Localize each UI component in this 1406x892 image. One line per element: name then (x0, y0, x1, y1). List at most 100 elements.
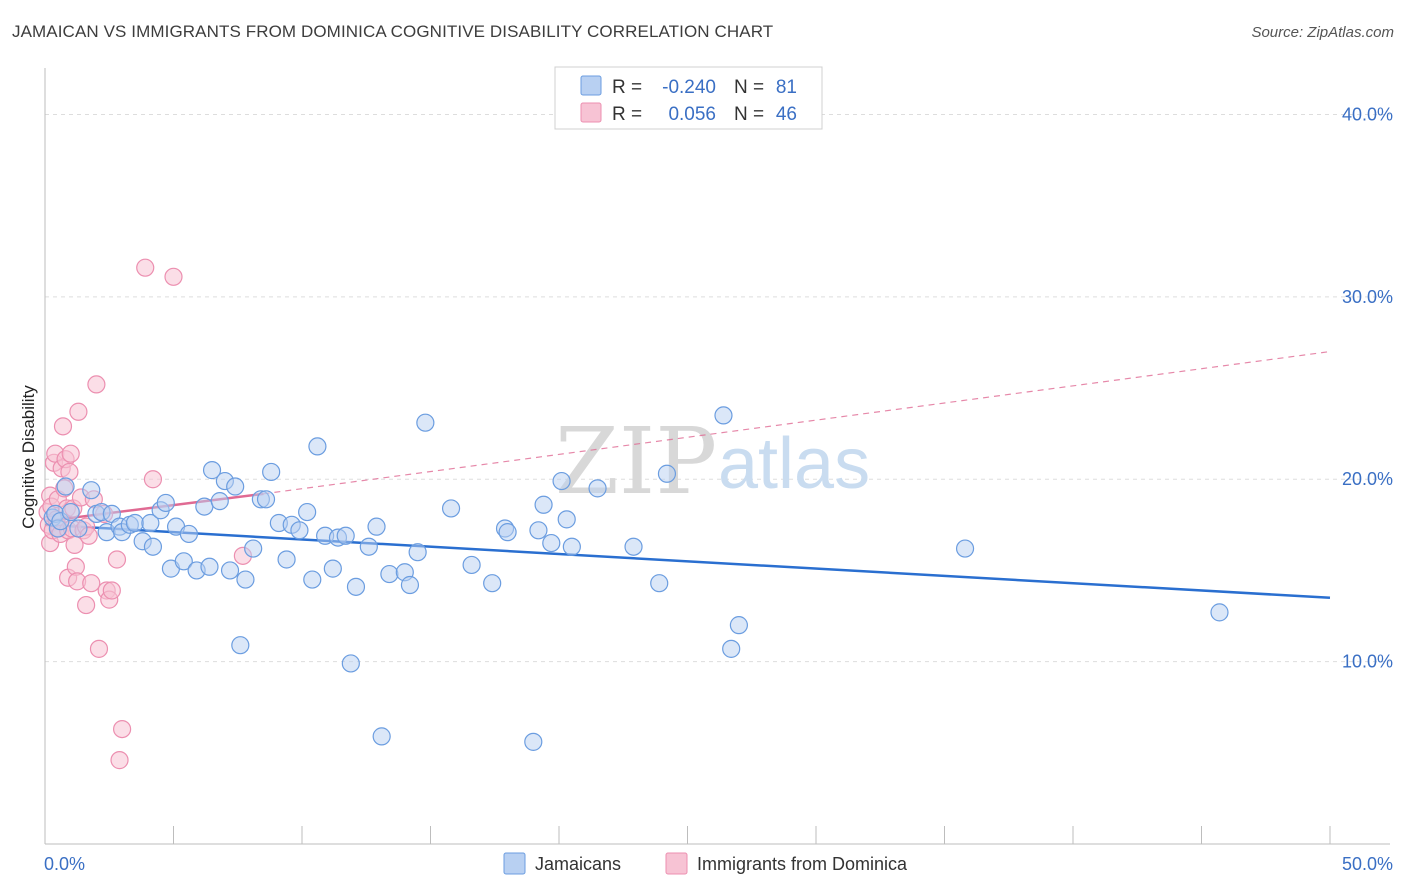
data-point-jamaicans (657, 464, 677, 483)
chart-title: JAMAICAN VS IMMIGRANTS FROM DOMINICA COG… (12, 22, 774, 41)
data-point-jamaicans (143, 537, 163, 556)
legend-swatch-dominica (580, 102, 602, 123)
data-point-jamaicans (308, 437, 327, 456)
data-point-jamaicans (262, 462, 281, 482)
data-point-jamaicans (462, 555, 481, 575)
legend-swatch-jamaicans (580, 75, 602, 96)
correlation-legend: R = -0.240 N = 81 R = 0.056 N = 46 (554, 66, 823, 130)
source-label: Source: ZipAtlas.com (1251, 24, 1394, 41)
data-point-jamaicans (624, 537, 643, 556)
watermark: ZIP atlas (555, 408, 870, 515)
data-point-jamaicans (323, 559, 342, 578)
data-point-dominica (112, 719, 132, 739)
data-point-jamaicans (562, 537, 581, 556)
data-point-jamaicans (341, 654, 360, 673)
axes (44, 68, 1390, 845)
data-point-jamaicans (202, 461, 222, 480)
y-tick-label: 10.0% (1342, 652, 1393, 672)
data-point-jamaicans (498, 523, 517, 542)
data-point-jamaicans (729, 616, 749, 635)
legend-r-label-2: R = (612, 104, 642, 125)
data-point-jamaicans (714, 406, 733, 425)
data-point-dominica (110, 751, 129, 770)
watermark-zip: ZIP (555, 408, 717, 515)
data-point-jamaicans (69, 519, 88, 538)
data-point-jamaicans (82, 481, 101, 500)
y-axis-label: Cognitive Disability (19, 385, 38, 529)
data-point-jamaicans (359, 537, 378, 556)
data-point-dominica (136, 258, 155, 277)
x-tick-label: 0.0% (44, 854, 85, 874)
data-point-dominica (53, 417, 73, 436)
data-point-dominica (61, 444, 80, 463)
data-point-dominica (69, 402, 88, 421)
data-point-jamaicans (650, 574, 669, 593)
series-legend: Jamaicans Immigrants from Dominica (503, 852, 908, 875)
data-point-jamaicans (552, 471, 571, 491)
data-point-jamaicans (588, 479, 607, 498)
data-point-jamaicans (346, 577, 366, 596)
y-tick-label: 40.0% (1342, 104, 1393, 124)
data-point-jamaicans (200, 557, 219, 576)
data-point-jamaicans (483, 574, 502, 593)
trend-line-jamaicans (44, 523, 1331, 600)
data-point-jamaicans (441, 499, 461, 518)
data-point-jamaicans (244, 539, 263, 558)
data-point-jamaicans (277, 550, 296, 569)
y-tick-label: 20.0% (1342, 469, 1393, 489)
data-point-jamaicans (542, 533, 561, 553)
data-point-jamaicans (557, 510, 576, 529)
data-point-jamaicans (220, 561, 240, 580)
data-point-jamaicans (416, 413, 435, 432)
data-point-jamaicans (125, 513, 145, 533)
data-point-jamaicans (61, 502, 80, 522)
data-point-jamaicans (524, 732, 543, 751)
data-point-dominica (77, 595, 96, 615)
legend-r-value-1: -0.240 (662, 77, 716, 98)
bottom-legend-label-jamaicans: Jamaicans (535, 854, 621, 874)
bottom-legend-swatch-jamaicans (503, 852, 526, 875)
data-point-jamaicans (179, 524, 199, 544)
tick-labels: 10.0% 20.0% 30.0% 40.0% 0.0% 50.0% (44, 104, 1393, 874)
data-point-jamaicans (408, 543, 427, 562)
data-point-jamaicans (290, 521, 309, 540)
data-point-jamaicans (722, 639, 741, 658)
data-point-jamaicans (380, 564, 399, 584)
data-point-jamaicans (236, 570, 255, 589)
data-point-jamaicans (231, 636, 250, 655)
legend-n-value-1: 81 (776, 77, 797, 98)
data-point-jamaicans (156, 493, 175, 513)
data-point-jamaicans (174, 552, 193, 571)
data-point-jamaicans (226, 477, 245, 496)
bottom-legend-label-dominica: Immigrants from Dominica (697, 854, 908, 874)
legend-n-label-1: N = (734, 77, 764, 98)
data-point-jamaicans (529, 521, 548, 540)
data-point-dominica (143, 470, 163, 489)
data-point-dominica (102, 581, 121, 600)
data-point-jamaicans (400, 575, 420, 595)
data-point-dominica (82, 574, 101, 593)
legend-r-label-1: R = (612, 77, 642, 98)
data-point-jamaicans (955, 539, 975, 558)
legend-r-value-2: 0.056 (668, 104, 716, 125)
data-point-dominica (87, 375, 106, 394)
data-point-jamaicans (195, 497, 214, 516)
data-point-jamaicans (372, 727, 391, 746)
data-point-dominica (107, 550, 127, 569)
watermark-atlas: atlas (718, 424, 870, 504)
data-point-jamaicans (141, 513, 160, 533)
data-point-jamaicans (298, 502, 317, 522)
points-jamaicans (43, 406, 1229, 751)
data-point-jamaicans (56, 477, 75, 496)
data-point-jamaicans (1210, 603, 1229, 622)
data-point-jamaicans (534, 495, 553, 514)
y-tick-label: 30.0% (1342, 287, 1393, 307)
x-tick-label: 50.0% (1342, 854, 1393, 874)
data-point-jamaicans (367, 517, 386, 536)
legend-n-value-2: 46 (776, 104, 797, 125)
data-point-jamaicans (256, 490, 276, 509)
data-point-dominica (89, 639, 109, 658)
bottom-legend-swatch-dominica (665, 852, 688, 875)
data-point-jamaicans (210, 492, 229, 511)
